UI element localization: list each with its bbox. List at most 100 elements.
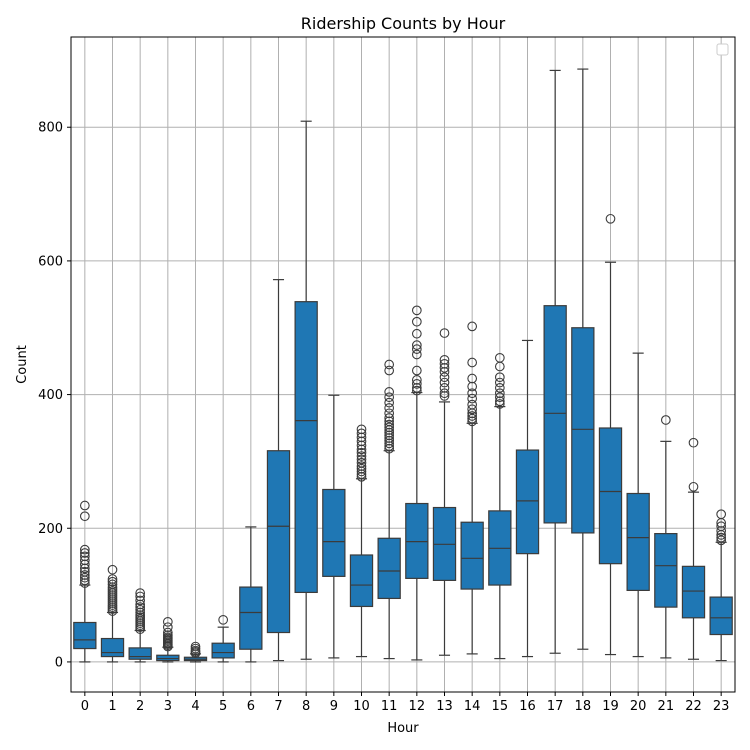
y-axis-label: Count: [15, 345, 30, 384]
outlier-point: [411, 316, 422, 327]
outlier-point: [356, 436, 367, 447]
box-hour-16: [515, 339, 540, 658]
outlier-point: [190, 641, 201, 652]
box-hour-22: [681, 437, 706, 660]
outlier-point: [411, 379, 422, 389]
outlier-point: [384, 392, 395, 403]
outlier-point: [356, 463, 367, 474]
outlier-point: [218, 614, 229, 625]
box-hour-8: [294, 120, 318, 660]
box-iqr: [405, 502, 429, 579]
outlier-point: [716, 526, 727, 536]
box-iqr: [322, 488, 346, 577]
outlier-point: [467, 373, 478, 384]
box-hour-15: [488, 352, 512, 660]
outlier-point: [384, 435, 395, 446]
outlier-point: [384, 403, 395, 413]
outlier-point: [356, 461, 367, 471]
outlier-point: [439, 372, 450, 383]
box-hour-6: [239, 526, 263, 663]
box-iqr: [571, 327, 595, 534]
outlier-point: [79, 555, 90, 566]
y-tick-label: 400: [38, 388, 63, 403]
x-tick-label: 8: [302, 699, 310, 714]
outlier-point: [79, 570, 90, 580]
outlier-point: [411, 344, 422, 354]
outlier-point: [79, 511, 90, 522]
box-hour-3: [156, 616, 180, 663]
plot-frame: [70, 36, 736, 693]
outlier-point: [494, 377, 505, 388]
outlier-point: [162, 630, 173, 641]
outlier-point: [79, 566, 90, 577]
box-hour-18: [571, 68, 595, 650]
outlier-point: [384, 413, 395, 423]
y-tick-label: 0: [55, 655, 63, 670]
box-hour-1: [100, 564, 125, 663]
outlier-point: [467, 413, 478, 424]
outlier-point: [384, 441, 395, 451]
outlier-point: [384, 427, 395, 438]
box-iqr: [377, 537, 401, 600]
outlier-point: [79, 551, 90, 562]
x-tick-label: 12: [409, 699, 426, 714]
outlier-point: [107, 582, 118, 592]
outlier-point: [411, 328, 422, 339]
outlier-point: [356, 428, 367, 439]
x-tick-label: 11: [381, 699, 398, 714]
outlier-point: [162, 622, 173, 633]
outlier-point: [384, 387, 395, 397]
box-series: [73, 68, 733, 663]
box-hour-0: [73, 500, 97, 663]
outlier-point: [356, 451, 367, 461]
box-iqr: [709, 596, 733, 636]
outlier-point: [356, 447, 367, 458]
outlier-point: [79, 544, 90, 555]
outlier-point: [439, 354, 450, 365]
box-hour-19: [598, 213, 623, 656]
x-tick-label: 18: [575, 699, 592, 714]
outlier-point: [439, 328, 450, 338]
outlier-point: [688, 481, 699, 492]
outlier-point: [467, 321, 478, 332]
outlier-point: [688, 437, 699, 448]
box-iqr: [460, 521, 484, 590]
box-hour-13: [432, 328, 457, 656]
outlier-point: [384, 365, 395, 376]
x-tick-label: 10: [353, 699, 370, 714]
outlier-point: [411, 340, 422, 350]
box-iqr: [239, 586, 263, 650]
outlier-point: [384, 422, 395, 433]
outlier-point: [716, 521, 727, 532]
outlier-point: [135, 588, 146, 598]
x-tick-label: 22: [685, 699, 702, 714]
outlier-point: [356, 432, 367, 443]
box-hour-7: [266, 279, 291, 662]
outlier-point: [384, 438, 395, 449]
box-hour-21: [654, 415, 678, 659]
x-tick-label: 21: [658, 699, 675, 714]
outlier-point: [107, 574, 118, 584]
outlier-point: [439, 388, 450, 399]
outlier-point: [162, 616, 173, 627]
box-iqr: [73, 621, 97, 650]
outlier-point: [439, 383, 450, 393]
outlier-point: [162, 627, 173, 638]
outlier-point: [439, 362, 450, 373]
outlier-point: [135, 610, 146, 620]
outlier-point: [79, 559, 90, 570]
x-tick-label: 4: [191, 699, 199, 714]
outlier-point: [356, 457, 367, 468]
outlier-point: [135, 595, 146, 606]
x-tick-label: 9: [330, 699, 338, 714]
box-iqr: [128, 647, 152, 660]
box-hour-10: [349, 424, 374, 658]
x-tick-label: 2: [136, 699, 144, 714]
box-iqr: [156, 654, 180, 662]
outlier-point: [494, 399, 505, 409]
x-tick-label: 0: [81, 699, 89, 714]
outlier-point: [439, 377, 450, 388]
outlier-point: [467, 399, 478, 410]
outlier-point: [411, 383, 422, 393]
